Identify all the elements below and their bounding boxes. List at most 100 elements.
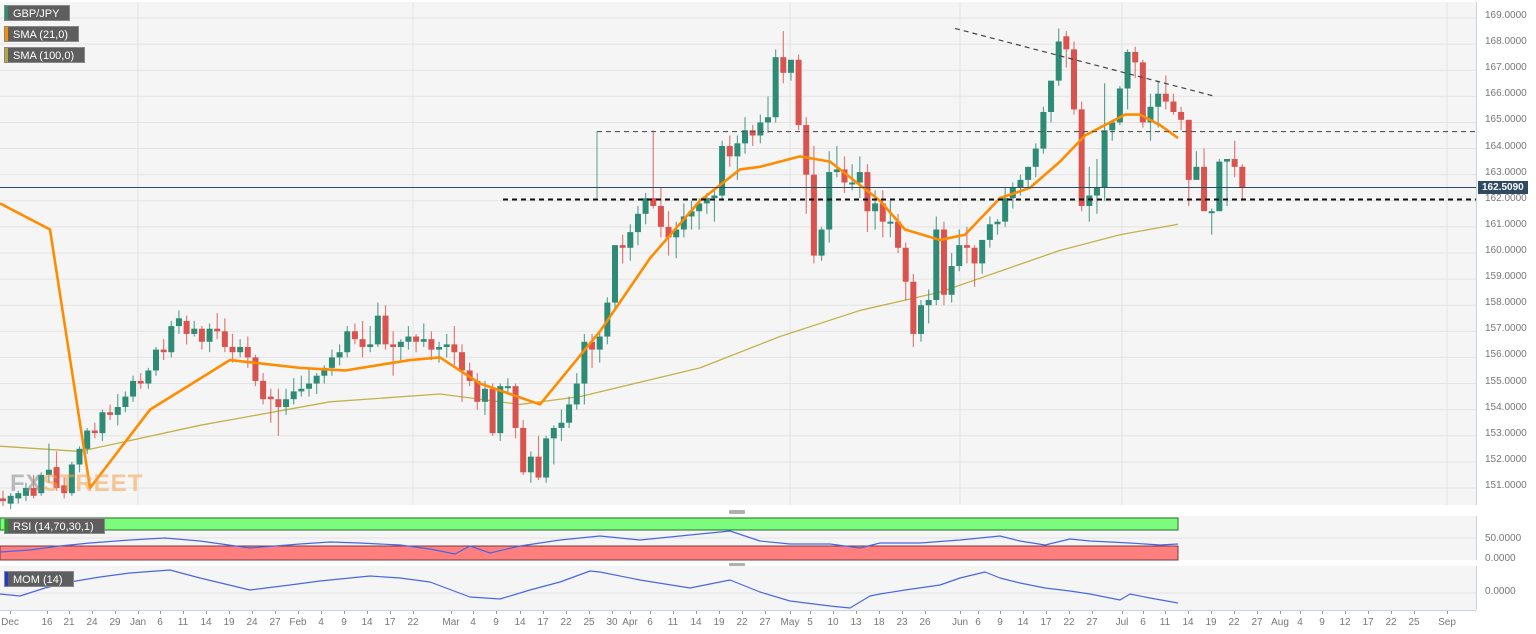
legend-sma21[interactable]: SMA (21,0)	[4, 26, 80, 42]
price-tick: 156.0000	[1485, 349, 1527, 361]
date-tick: 22	[1228, 617, 1240, 628]
date-tick-mark	[673, 611, 674, 614]
date-tick-mark	[473, 611, 474, 614]
date-tick-mark	[833, 611, 834, 614]
legend-color-swatch	[5, 48, 8, 62]
date-tick-mark	[229, 611, 230, 614]
momentum-panel[interactable]: MOM (14)	[0, 566, 1476, 610]
date-tick: 27	[269, 617, 281, 628]
watermark-fx: FX	[10, 470, 43, 497]
legend-symbol-label: GBP/JPY	[13, 8, 60, 20]
rsi-tick-0: 0.0000	[1485, 553, 1516, 564]
date-tick-mark	[1092, 611, 1093, 614]
legend-sma100[interactable]: SMA (100,0)	[4, 47, 86, 63]
date-tick-mark	[630, 611, 631, 614]
price-tick: 162.0000	[1485, 192, 1527, 204]
price-chart-canvas[interactable]	[0, 2, 1476, 509]
date-tick-mark	[810, 611, 811, 614]
date-tick: 24	[246, 617, 258, 628]
rsi-axis[interactable]: 50.0000 0.0000	[1476, 516, 1536, 564]
date-tick-mark	[275, 611, 276, 614]
date-tick: 17	[1040, 617, 1052, 628]
fxstreet-watermark: FXSTREET	[10, 470, 143, 498]
date-tick-mark	[1280, 611, 1281, 614]
date-tick: 25	[1408, 617, 1420, 628]
date-tick-mark	[1165, 611, 1166, 614]
date-tick-mark	[321, 611, 322, 614]
date-axis[interactable]: Dec 16 21 24 29 Jan 6 11 14 19 24 27 Feb 4 9 14 17 22 Mar 4…	[0, 610, 1476, 634]
legend-sma100-label: SMA (100,0)	[13, 50, 75, 62]
date-tick: 24	[86, 617, 98, 628]
date-tick-mark	[1322, 611, 1323, 614]
date-tick: 19	[223, 617, 235, 628]
date-tick: 17	[1362, 617, 1374, 628]
date-tick: Sep	[1438, 617, 1456, 628]
date-tick-mark	[589, 611, 590, 614]
price-tick: 154.0000	[1485, 401, 1527, 413]
date-tick: 4	[1297, 617, 1303, 628]
date-tick: Mar	[442, 617, 460, 628]
price-tick: 161.0000	[1485, 218, 1527, 230]
price-tick: 159.0000	[1485, 271, 1527, 283]
date-tick-mark	[496, 611, 497, 614]
rsi-panel[interactable]: RSI (14,70,30,1)	[0, 516, 1476, 561]
date-tick-mark	[92, 611, 93, 614]
date-tick-mark	[879, 611, 880, 614]
date-tick-mark	[47, 611, 48, 614]
price-chart-panel[interactable]: FXSTREET GBP/JPY SMA (21,0) SMA (100,0)	[0, 2, 1476, 509]
date-tick-mark	[1257, 611, 1258, 614]
legend-rsi[interactable]: RSI (14,70,30,1)	[4, 518, 105, 534]
date-tick-mark	[1345, 611, 1346, 614]
date-tick-mark	[566, 611, 567, 614]
date-tick-mark	[1122, 611, 1123, 614]
date-tick: 6	[1140, 617, 1146, 628]
date-tick: 22	[736, 617, 748, 628]
date-tick-mark	[69, 611, 70, 614]
date-tick-mark	[612, 611, 613, 614]
momentum-canvas[interactable]	[0, 566, 1476, 610]
date-tick: Jun	[951, 617, 969, 628]
date-tick-mark	[520, 611, 521, 614]
date-tick-mark	[765, 611, 766, 614]
date-tick-mark	[1046, 611, 1047, 614]
date-tick: 14	[361, 617, 373, 628]
price-tick: 155.0000	[1485, 375, 1527, 387]
price-tick: 165.0000	[1485, 114, 1527, 126]
date-tick-mark	[1143, 611, 1144, 614]
rsi-canvas[interactable]	[0, 516, 1476, 561]
legend-symbol[interactable]: GBP/JPY	[4, 5, 71, 21]
date-tick: 19	[713, 617, 725, 628]
date-tick-mark	[115, 611, 116, 614]
date-tick: 14	[1017, 617, 1029, 628]
momentum-axis[interactable]: 0.0000	[1476, 566, 1536, 610]
date-tick: 23	[896, 617, 908, 628]
date-tick: 6	[157, 617, 163, 628]
rsi-resize-handle[interactable]	[729, 510, 745, 514]
date-tick: 25	[583, 617, 595, 628]
rsi-tick-50: 50.0000	[1485, 533, 1522, 544]
date-tick: 18	[873, 617, 885, 628]
date-tick: 14	[1182, 617, 1194, 628]
legend-mom[interactable]: MOM (14)	[4, 571, 74, 587]
date-tick: 30	[606, 617, 618, 628]
date-tick-mark	[367, 611, 368, 614]
date-tick: 11	[177, 617, 189, 628]
date-tick: 27	[1251, 617, 1263, 628]
date-tick: 22	[1063, 617, 1075, 628]
date-tick: 22	[560, 617, 572, 628]
date-tick-mark	[252, 611, 253, 614]
date-tick: 16	[41, 617, 53, 628]
date-tick: 22	[1385, 617, 1397, 628]
date-tick-mark	[451, 611, 452, 614]
date-tick-mark	[543, 611, 544, 614]
date-tick-mark	[10, 611, 11, 614]
price-axis[interactable]: 169.0000 168.0000 167.0000 166.0000 165.0000…	[1476, 2, 1536, 505]
price-tick: 164.0000	[1485, 140, 1527, 152]
mom-resize-handle[interactable]	[729, 563, 745, 567]
date-tick-mark	[1211, 611, 1212, 614]
date-tick-mark	[1391, 611, 1392, 614]
date-tick: 6	[975, 617, 981, 628]
date-tick-mark	[1447, 611, 1448, 614]
price-tick: 168.0000	[1485, 36, 1527, 48]
legend-color-swatch	[5, 27, 8, 41]
